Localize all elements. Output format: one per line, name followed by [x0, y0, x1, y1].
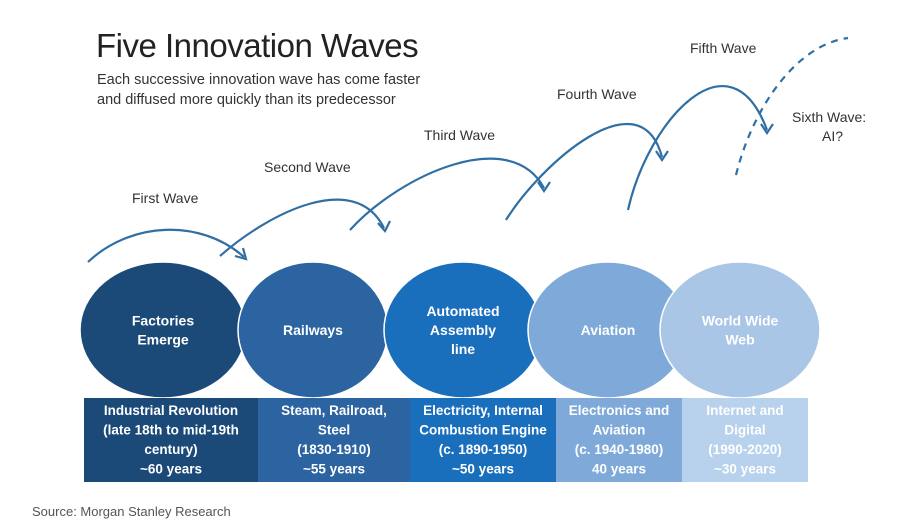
wave-box-1-line-4: ~60 years	[140, 462, 202, 477]
wave-box-5-line-2: Digital	[724, 423, 765, 438]
page-title: Five Innovation Waves	[96, 27, 418, 64]
wave-box-4-line-2: Aviation	[593, 423, 646, 438]
wave-boxes: Industrial Revolution (late 18th to mid-1…	[84, 398, 808, 482]
wave-box-1-line-1: Industrial Revolution	[104, 403, 238, 418]
wave-circle-5-label-line-1: World Wide	[702, 313, 779, 329]
wave-box-2-line-4: ~55 years	[303, 462, 365, 477]
wave-box-4	[556, 398, 682, 482]
wave-box-3-line-4: ~50 years	[452, 462, 514, 477]
wave-box-2	[258, 398, 410, 482]
arrowhead-4-icon	[655, 150, 669, 162]
subtitle-line-2: and diffused more quickly than its prede…	[97, 92, 396, 108]
wave-label-fifth: Fifth Wave	[690, 40, 757, 56]
wave-box-3-line-3: (c. 1890-1950)	[439, 442, 528, 457]
wave-label-second: Second Wave	[264, 159, 351, 175]
wave-circle-3-label-line-1: Automated	[426, 303, 499, 319]
wave-circle-1	[79, 261, 247, 399]
wave-box-5-line-1: Internet and	[706, 403, 783, 418]
wave-box-4-line-3: (c. 1940-1980)	[575, 442, 664, 457]
wave-box-2-line-1: Steam, Railroad,	[281, 403, 387, 418]
wave-box-4-line-1: Electronics and	[569, 403, 670, 418]
wave-label-sixth-line-1: Sixth Wave:	[792, 109, 866, 125]
arrowhead-3-icon	[537, 181, 551, 193]
wave-circles: Factories Emerge Railways Automated Assembly…	[79, 261, 821, 399]
wave-label-sixth-line-2: AI?	[822, 128, 843, 144]
wave-arcs	[87, 36, 849, 263]
source-note: Source: Morgan Stanley Research	[32, 504, 231, 519]
wave-arc-3	[349, 157, 545, 231]
wave-box-3	[410, 398, 556, 482]
wave-label-first: First Wave	[132, 190, 199, 206]
arrowhead-2-icon	[377, 220, 391, 233]
wave-label-third: Third Wave	[424, 127, 495, 143]
wave-label-fourth: Fourth Wave	[557, 86, 637, 102]
arrowheads	[234, 123, 774, 261]
wave-box-3-line-1: Electricity, Internal	[423, 403, 543, 418]
wave-box-1-line-2: (late 18th to mid-19th	[103, 423, 239, 438]
wave-box-2-line-2: Steel	[318, 423, 350, 438]
subtitle-line-1: Each successive innovation wave has come…	[97, 72, 420, 88]
wave-box-5-line-3: (1990-2020)	[708, 442, 782, 457]
wave-circle-1-label-line-2: Emerge	[137, 332, 189, 348]
wave-box-3-line-2: Combustion Engine	[419, 423, 547, 438]
wave-circle-3-label-line-3: line	[451, 341, 475, 357]
wave-circle-3-label-line-2: Assembly	[430, 322, 496, 338]
wave-box-1-line-3: century)	[144, 442, 197, 457]
arrowhead-1-icon	[234, 247, 248, 261]
wave-arc-1	[87, 228, 245, 263]
wave-circle-5	[659, 261, 821, 399]
wave-box-5	[682, 398, 808, 482]
wave-arc-4	[505, 122, 664, 221]
wave-circle-4-label-line-1: Aviation	[581, 322, 636, 338]
arrowhead-5-icon	[760, 123, 774, 135]
wave-arc-6-dashed	[734, 36, 849, 176]
wave-circle-2-label-line-1: Railways	[283, 322, 343, 338]
wave-box-5-line-4: ~30 years	[714, 462, 776, 477]
wave-circle-1-label-line-1: Factories	[132, 313, 194, 329]
wave-circle-5-label-line-2: Web	[725, 332, 754, 348]
wave-box-4-line-4: 40 years	[592, 462, 646, 477]
wave-arc-2	[219, 198, 385, 257]
wave-box-1	[84, 398, 258, 482]
wave-arc-5	[626, 85, 769, 211]
wave-box-2-line-3: (1830-1910)	[297, 442, 371, 457]
